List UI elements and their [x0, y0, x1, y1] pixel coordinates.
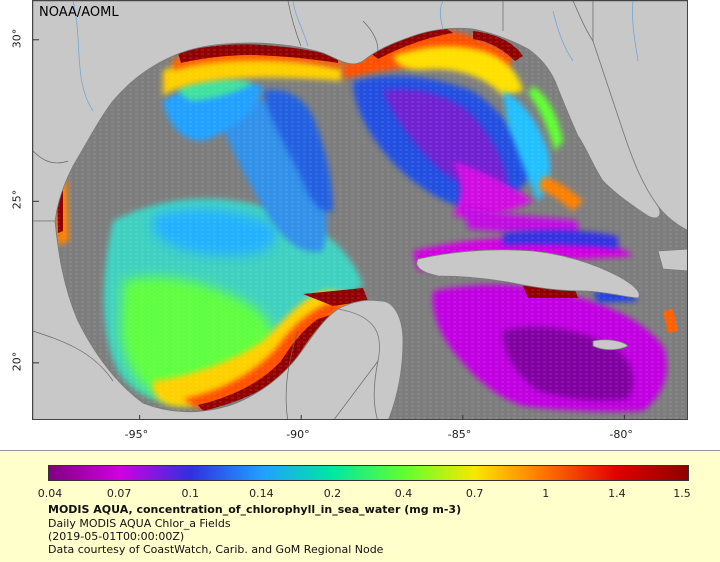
colorbar-label-3: 0.14 [249, 487, 274, 500]
info-time: (2019-05-01T00:00:00Z) [48, 530, 185, 543]
map-frame[interactable]: NOAA/AOML [32, 0, 688, 420]
info-title: MODIS AQUA, concentration_of_chlorophyll… [48, 503, 462, 516]
colorbar-label-7: 1 [542, 487, 550, 500]
y-tick-marks [33, 39, 39, 364]
land-yucatan [336, 299, 404, 419]
org-label: NOAA/AOML [39, 5, 119, 20]
colorbar [48, 465, 689, 481]
x-tick-label-2: -85° [447, 428, 472, 441]
colorbar-label-0: 0.04 [37, 487, 63, 500]
colorbar-label-9: 1.5 [673, 487, 691, 500]
colorbar-label-5: 0.4 [394, 487, 413, 500]
colorbar-label-8: 1.4 [608, 487, 626, 500]
x-tick-label-1: -90° [286, 428, 310, 441]
borders [33, 1, 594, 419]
colorbar-label-1: 0.07 [106, 487, 132, 500]
y-tick-label-2: 20° [10, 351, 24, 372]
land-jamaica [592, 339, 629, 351]
x-tick-marks [139, 415, 625, 419]
land-cuba [416, 249, 640, 299]
legend-panel: 0.04 0.07 0.1 0.14 0.2 0.4 0.7 1 1.4 1.5 MODIS AQ… [0, 450, 720, 562]
rivers [72, 1, 639, 112]
colorbar-label-6: 0.7 [465, 487, 484, 500]
info-credit: Data courtesy of CoastWatch, Carib. and … [48, 543, 384, 556]
x-tick-label-3: -80° [609, 428, 633, 441]
land [33, 1, 687, 419]
colorbar-label-4: 0.2 [323, 487, 342, 500]
x-tick-label-0: -95° [124, 428, 149, 441]
y-tick-label-1: 25° [10, 190, 24, 210]
colorbar-label-2: 0.1 [181, 487, 199, 500]
land-bahamas [657, 248, 687, 272]
y-tick-label-0: 30° [10, 28, 24, 49]
chlorophyll-map[interactable] [33, 1, 688, 420]
land-north-america [33, 1, 687, 222]
land-florida [592, 1, 687, 231]
info-dataset: Daily MODIS AQUA Chlor_a Fields [48, 517, 231, 530]
